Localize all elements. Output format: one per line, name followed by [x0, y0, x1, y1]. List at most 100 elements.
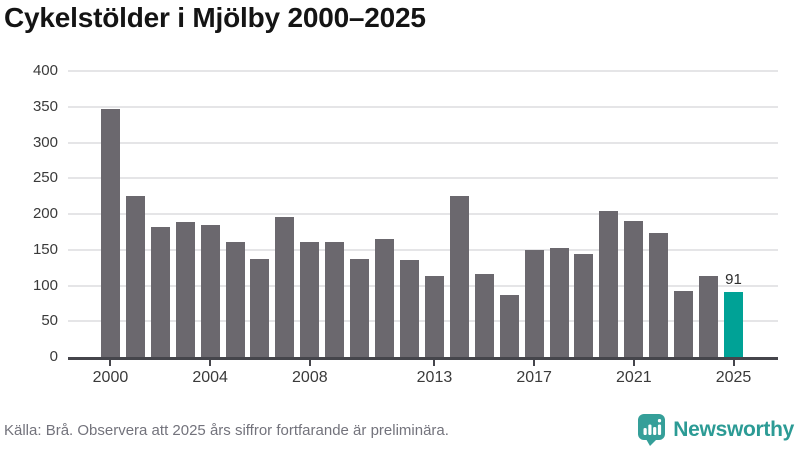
x-tick-2017: [533, 360, 536, 366]
x-axis-label-2008: 2008: [292, 369, 328, 386]
newsworthy-logo: Newsworthy: [637, 413, 794, 447]
bar-2004: [200, 224, 220, 357]
x-axis-line: [68, 357, 778, 360]
gridline-100: [68, 284, 778, 287]
bar-2002: [150, 226, 170, 357]
x-slot-2006: [248, 360, 273, 396]
bar-2001: [125, 196, 145, 357]
bar-slot-2016: [497, 71, 522, 357]
plot-area: 0 50 100 150 200 250 300 350 400 91 2000 2004 2008…: [33, 62, 778, 386]
bar-slot-2005: [223, 71, 248, 357]
bar-slot-2019: [572, 71, 597, 357]
bar-2013: [424, 276, 444, 357]
x-axis-label-2000: 2000: [92, 369, 129, 386]
y-axis-label-300: 300: [32, 133, 58, 151]
x-tick-2025: [732, 360, 735, 366]
bar-slot-2015: [472, 71, 497, 357]
bar-2006: [250, 259, 270, 357]
x-axis-label-2025: 2025: [715, 369, 752, 386]
x-slot-2015: [472, 360, 497, 396]
bar-slot-2007: [272, 71, 297, 357]
x-slot-2005: [223, 360, 248, 396]
x-slot-2011: [372, 360, 397, 396]
x-slot-2018: [547, 360, 572, 396]
bar-2012: [400, 259, 420, 357]
bar-slot-2011: [372, 71, 397, 357]
gridline-50: [68, 320, 778, 323]
x-tick-2008: [308, 360, 311, 366]
bar-slot-2017: [522, 71, 547, 357]
bar-slot-2004: [198, 71, 223, 357]
bar-slot-2008: [297, 71, 322, 357]
bar-2023: [674, 290, 694, 357]
newsworthy-bubble-chart-icon: [638, 414, 666, 446]
gridline-200: [68, 213, 778, 215]
x-slot-2025: 2025: [716, 360, 751, 396]
bar-slot-2020: [596, 71, 621, 357]
bar-2018: [549, 248, 569, 357]
x-slot-2019: [572, 360, 597, 396]
bar-2014: [449, 196, 469, 357]
bar-slot-2012: [397, 71, 422, 357]
bar-2020: [599, 211, 619, 357]
x-slot-2021: 2021: [616, 360, 652, 396]
x-slot-2022: [646, 360, 671, 396]
x-slot-2008: 2008: [292, 360, 328, 396]
bar-2005: [225, 241, 245, 357]
bar-value-label: 91: [725, 270, 742, 288]
x-slot-2001: [123, 360, 148, 396]
gridline-350: [68, 105, 778, 108]
x-slot-2014: [447, 360, 472, 396]
bar-slot-2013: [422, 71, 447, 357]
bar-slot-2022: [646, 71, 671, 357]
y-axis-labels: 0 50 100 150 200 250 300 350 400: [0, 62, 58, 365]
y-axis-label-400: 400: [32, 62, 58, 79]
y-axis-label-200: 200: [32, 205, 58, 222]
bar-slot-2021: [621, 71, 646, 357]
x-axis-label-2013: 2013: [416, 369, 453, 386]
y-axis-label-150: 150: [32, 240, 58, 258]
bar-slot-2018: [547, 71, 572, 357]
y-axis-label-50: 50: [41, 312, 58, 330]
bar-slot-2001: [123, 71, 148, 357]
bar-slot-2006: [248, 71, 273, 357]
y-axis-label-350: 350: [32, 97, 58, 115]
gridline-400: [68, 70, 778, 72]
x-tick-2004: [209, 360, 212, 366]
bar-2007: [275, 216, 295, 357]
x-slot-2000: 2000: [93, 360, 128, 396]
x-slot-2004: 2004: [192, 360, 228, 396]
x-tick-2021: [632, 360, 635, 366]
bar-2015: [474, 274, 494, 357]
bar-slot-2002: [148, 71, 173, 357]
source-note: Källa: Brå. Observera att 2025 års siffr…: [4, 421, 449, 439]
bar-2009: [325, 241, 345, 357]
x-axis-labels: 2000 2004 2008 2013 2017 2021 2025: [93, 360, 751, 396]
x-tick-2000: [109, 360, 112, 366]
footer: Källa: Brå. Observera att 2025 års siffr…: [4, 413, 794, 447]
x-tick-2013: [433, 360, 436, 366]
bar-2003: [175, 221, 195, 357]
x-slot-2013: 2013: [417, 360, 452, 396]
x-slot-2010: [347, 360, 372, 396]
bar-slot-2000: [98, 71, 123, 357]
gridline-300: [68, 141, 778, 144]
bar-slot-2010: [347, 71, 372, 357]
x-axis-label-2004: 2004: [192, 369, 228, 386]
bar-slot-2024: [696, 71, 721, 357]
bar-slot-2023: [671, 71, 696, 357]
bar-2011: [375, 239, 395, 357]
bar-2024: [699, 276, 719, 357]
x-axis-label-2017: 2017: [516, 369, 552, 386]
gridline-150: [68, 248, 778, 251]
bar-slot-2003: [173, 71, 198, 357]
x-slot-2002: [148, 360, 173, 396]
gridline-250: [68, 177, 778, 180]
bar-2017: [524, 249, 544, 357]
x-slot-2017: 2017: [516, 360, 552, 396]
bar-2010: [350, 259, 370, 357]
x-axis-label-2021: 2021: [616, 369, 652, 386]
bars-container: 91: [98, 71, 746, 357]
bar-slot-2014: [447, 71, 472, 357]
